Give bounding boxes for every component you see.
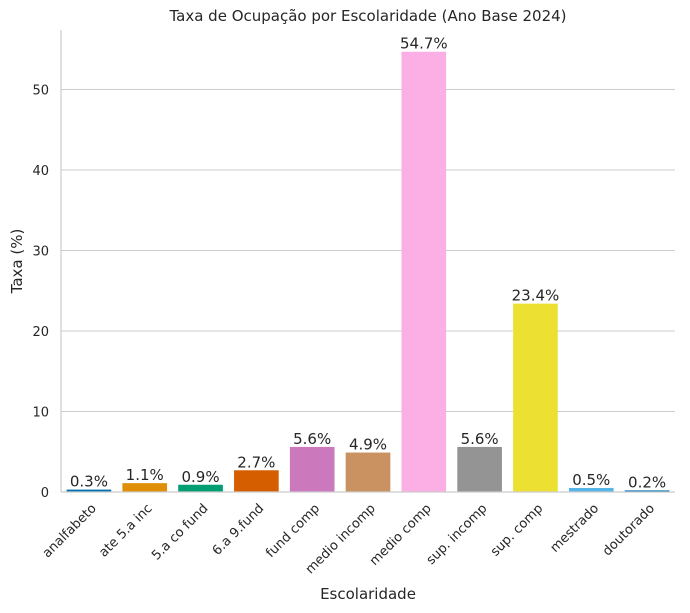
bar <box>568 487 614 492</box>
y-tick-label: 40 <box>32 164 49 179</box>
bar <box>234 470 279 492</box>
data-label: 23.4% <box>512 287 560 305</box>
bar <box>345 452 391 492</box>
x-tick-label: 6.a 9.fund <box>210 501 267 558</box>
bar <box>624 490 670 492</box>
bar <box>401 51 447 492</box>
bar <box>178 484 223 492</box>
data-label: 4.9% <box>349 436 387 454</box>
grid-lines <box>61 89 675 413</box>
chart-title: Taxa de Ocupação por Escolaridade (Ano B… <box>168 7 566 25</box>
data-label: 2.7% <box>237 453 275 471</box>
bar <box>66 489 112 492</box>
data-labels: 0.3% 1.1% 0.9% 2.7% 5.6% 4.9% 54.7% 5.6% 23.4% 0.… <box>70 35 666 492</box>
bars <box>66 51 670 492</box>
x-tick-label: sup. comp <box>488 501 546 559</box>
x-axis-title: Escolaridade <box>320 585 416 603</box>
y-tick-label: 0 <box>41 486 49 501</box>
y-tick-label: 30 <box>32 245 49 260</box>
bar <box>122 483 168 492</box>
data-label: 0.5% <box>572 471 610 489</box>
data-label: 1.1% <box>126 466 164 484</box>
x-tick-label: analfabeto <box>40 501 100 561</box>
data-label: 5.6% <box>293 430 331 448</box>
bar <box>513 303 558 492</box>
bar <box>457 446 502 492</box>
data-label: 0.9% <box>181 468 219 486</box>
x-tick-label: ate 5.a inc <box>96 501 155 560</box>
data-label: 0.2% <box>628 473 666 491</box>
y-tick-label: 20 <box>32 325 49 340</box>
x-tick-label: doutorado <box>600 501 658 559</box>
y-tick-label: 50 <box>32 84 49 99</box>
y-tick-label: 10 <box>32 406 49 421</box>
y-axis-ticks: 0 10 20 30 40 50 <box>32 84 49 501</box>
bar <box>289 446 335 492</box>
data-label: 54.7% <box>400 35 448 53</box>
x-tick-label: 5.a co fund <box>149 501 211 563</box>
x-tick-label: fund comp <box>263 501 323 561</box>
data-label: 5.6% <box>461 430 499 448</box>
data-label: 0.3% <box>70 473 108 491</box>
x-tick-label: mestrado <box>548 501 603 556</box>
y-axis-title: Taxa (%) <box>8 229 26 295</box>
